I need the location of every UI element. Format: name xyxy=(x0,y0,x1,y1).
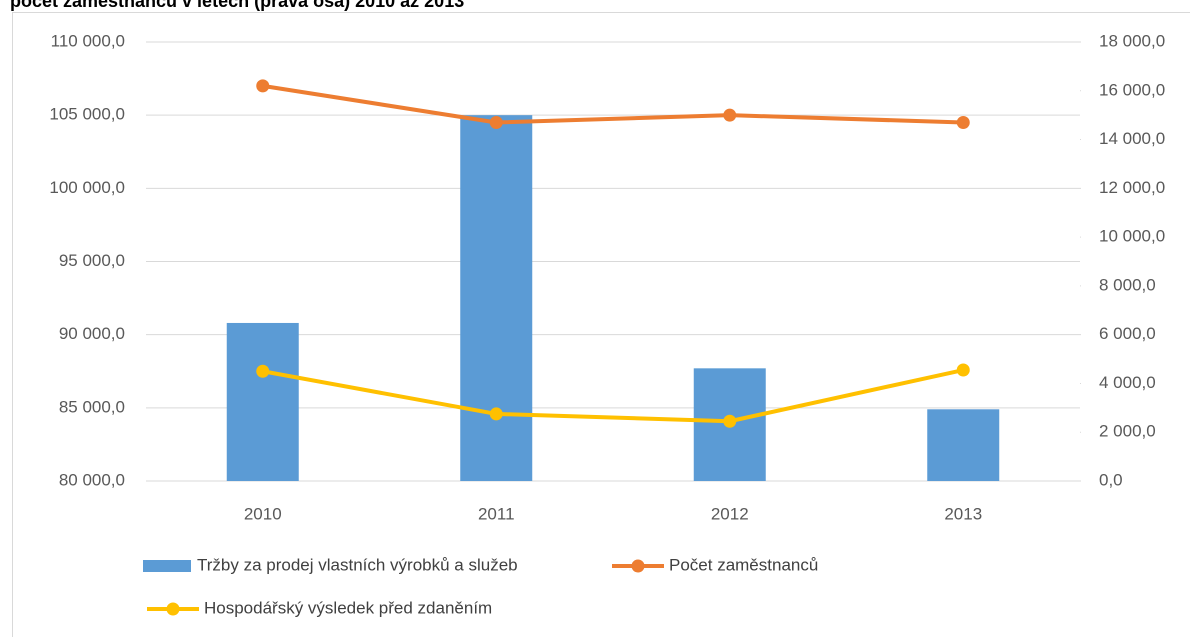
y-tick-label: 110 000,0 xyxy=(51,31,125,50)
y2-tick-label: 8 000,0 xyxy=(1099,275,1156,294)
y-tick-label: 100 000,0 xyxy=(49,178,125,197)
chart-frame xyxy=(12,12,1190,637)
marker xyxy=(256,79,270,93)
x-tick-label: 2010 xyxy=(244,504,282,523)
y-tick-label: 85 000,0 xyxy=(59,397,125,416)
y-tick-label: 80 000,0 xyxy=(59,470,125,489)
legend-swatch xyxy=(143,560,191,572)
legend-label: Počet zaměstnanců xyxy=(669,555,818,574)
marker xyxy=(723,414,737,428)
y2-tick-label: 0,0 xyxy=(1099,470,1123,489)
marker xyxy=(489,407,503,421)
chart-title: počet zaměstnanců v letech (pravá osa) 2… xyxy=(10,0,464,11)
y2-tick-label: 14 000,0 xyxy=(1099,129,1165,148)
marker xyxy=(956,115,970,129)
y2-tick-label: 6 000,0 xyxy=(1099,324,1156,343)
y2-tick-label: 4 000,0 xyxy=(1099,373,1156,392)
y-tick-label: 105 000,0 xyxy=(49,105,125,124)
y2-tick-label: 2 000,0 xyxy=(1099,422,1156,441)
legend-marker xyxy=(631,559,645,573)
y2-tick-label: 16 000,0 xyxy=(1099,80,1165,99)
line xyxy=(262,368,964,424)
line xyxy=(262,83,964,125)
y-tick-label: 95 000,0 xyxy=(59,251,125,270)
bar xyxy=(927,409,1000,481)
bar xyxy=(226,322,299,481)
y-tick-label: 90 000,0 xyxy=(59,324,125,343)
x-tick-label: 2013 xyxy=(944,504,982,523)
marker xyxy=(489,115,503,129)
y2-tick-label: 10 000,0 xyxy=(1099,227,1165,246)
marker xyxy=(256,364,270,378)
bar xyxy=(460,115,533,482)
x-tick-label: 2012 xyxy=(711,504,749,523)
y2-tick-label: 18 000,0 xyxy=(1099,31,1165,50)
marker xyxy=(956,363,970,377)
legend-label: Tržby za prodej vlastních výrobků a služ… xyxy=(197,555,518,574)
y2-tick-label: 12 000,0 xyxy=(1099,178,1165,197)
legend-label: Hospodářský výsledek před zdaněním xyxy=(204,598,492,617)
marker xyxy=(723,108,737,122)
legend-marker xyxy=(166,602,180,616)
x-tick-label: 2011 xyxy=(478,504,515,523)
